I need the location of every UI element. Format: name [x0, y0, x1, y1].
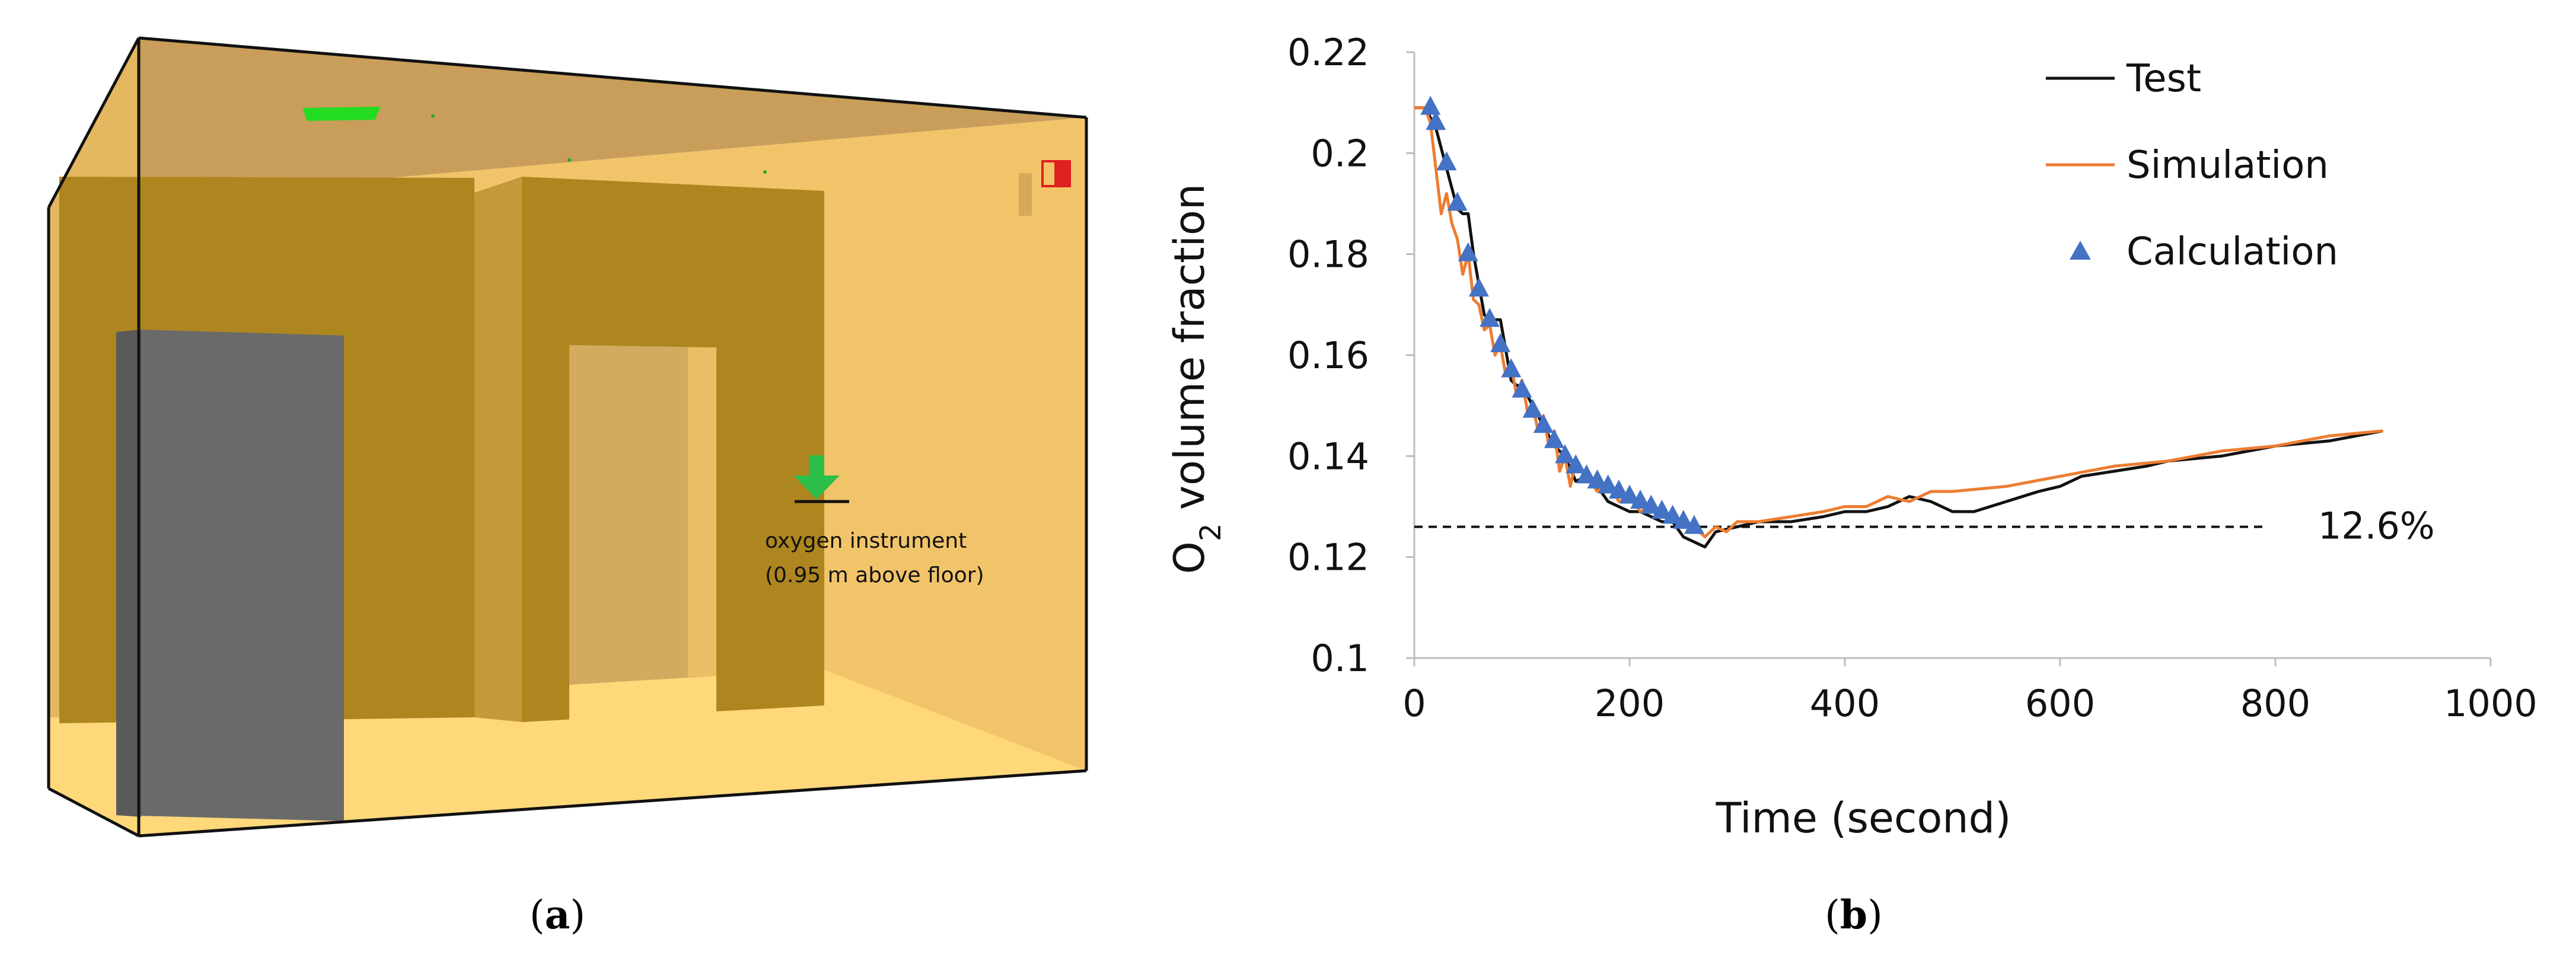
vent-speck [568, 158, 571, 162]
y-tick-label: 0.16 [1287, 334, 1369, 377]
calculation-point [1673, 510, 1694, 529]
calculation-point [1619, 484, 1640, 504]
doorway-jamb [688, 347, 716, 677]
series-line-test [1414, 106, 2383, 549]
calculation-point [1533, 414, 1554, 433]
vent-speck [763, 170, 767, 174]
partition-pillar [474, 177, 522, 722]
room-wireframe [47, 36, 1088, 838]
room-rendering: oxygen instrument (0.95 m above floor) (… [47, 36, 1088, 938]
calculation-point [1555, 444, 1576, 464]
doorway-sill [569, 676, 716, 720]
instrument-label-line2: (0.95 m above floor) [765, 563, 984, 588]
calculation-point [1576, 464, 1597, 484]
calculation-point [1426, 111, 1446, 130]
x-axis-title: Time (second) [1716, 794, 2011, 842]
calculation-point [1587, 469, 1608, 489]
calculation-point [1468, 277, 1489, 297]
calculation-point [1598, 474, 1618, 494]
legend-label-simulation: Simulation [2127, 143, 2329, 187]
vent-speck [431, 114, 435, 118]
y-tick-label: 0.2 [1311, 132, 1369, 175]
instrument-arrow-shaft [809, 455, 824, 477]
calculation-point [1480, 308, 1500, 327]
calculation-point [1608, 479, 1629, 499]
reference-line-label: 12.6% [2318, 505, 2435, 548]
tick-label-layer: 0 200 400 600 800 1000 0.1 0.12 0.14 0.16 0.18 0.2 0… [1287, 31, 2537, 725]
calculation-point [1662, 505, 1683, 524]
calculation-point [1490, 333, 1511, 352]
o2-chart: 0 200 400 600 800 1000 0.1 0.12 0.14 0.16 0.18 0.2 0… [1165, 31, 2537, 938]
doorway-opening [569, 345, 716, 685]
calculation-point [1436, 151, 1457, 171]
x-tick-label: 800 [2240, 682, 2310, 725]
marker-layer [1420, 95, 1704, 534]
calculation-point [1458, 242, 1478, 261]
instrument-arrow-icon [793, 475, 840, 499]
wall-sensor-box [1019, 173, 1032, 216]
y-tick-label: 0.12 [1287, 536, 1369, 579]
x-tick-label: 1000 [2444, 682, 2537, 725]
chart-legend: Test Simulation Calculation [2046, 57, 2338, 274]
instrument-label-line1: oxygen instrument [765, 529, 967, 553]
calculation-point [1501, 358, 1522, 378]
legend-label-test: Test [2126, 57, 2201, 101]
grey-block-edge [116, 330, 141, 817]
y-tick-label: 0.22 [1287, 31, 1369, 74]
calculation-point [1447, 191, 1468, 211]
x-tick-label: 0 [1402, 682, 1426, 725]
calculation-point [1522, 398, 1543, 418]
grey-block [116, 330, 344, 821]
room-ceiling [49, 38, 1086, 207]
calculation-point [1684, 515, 1704, 534]
x-tick-label: 600 [2025, 682, 2095, 725]
x-tick-label: 400 [1810, 682, 1880, 725]
wall-sensor-red-fill [1054, 161, 1070, 186]
y-tick-label: 0.14 [1287, 435, 1369, 478]
y-axis-title: O2 volume fraction [1165, 184, 1228, 574]
chart-axes [1406, 51, 2492, 666]
legend-swatch-calculation [2070, 241, 2091, 260]
calculation-point [1641, 494, 1662, 514]
panel-b-caption: (b) [1825, 892, 1883, 938]
calculation-point [1420, 95, 1441, 115]
legend-label-calculation: Calculation [2127, 230, 2338, 274]
calculation-point [1512, 378, 1532, 398]
calculation-point [1630, 489, 1651, 509]
y-tick-label: 0.1 [1311, 637, 1369, 680]
y-tick-label: 0.18 [1287, 233, 1369, 276]
x-tick-label: 200 [1595, 682, 1665, 725]
calculation-point [1652, 500, 1672, 519]
panel-a-caption: (a) [530, 892, 585, 938]
ceiling-vent [302, 107, 381, 121]
calculation-point [1566, 454, 1586, 474]
calculation-point [1544, 429, 1564, 448]
